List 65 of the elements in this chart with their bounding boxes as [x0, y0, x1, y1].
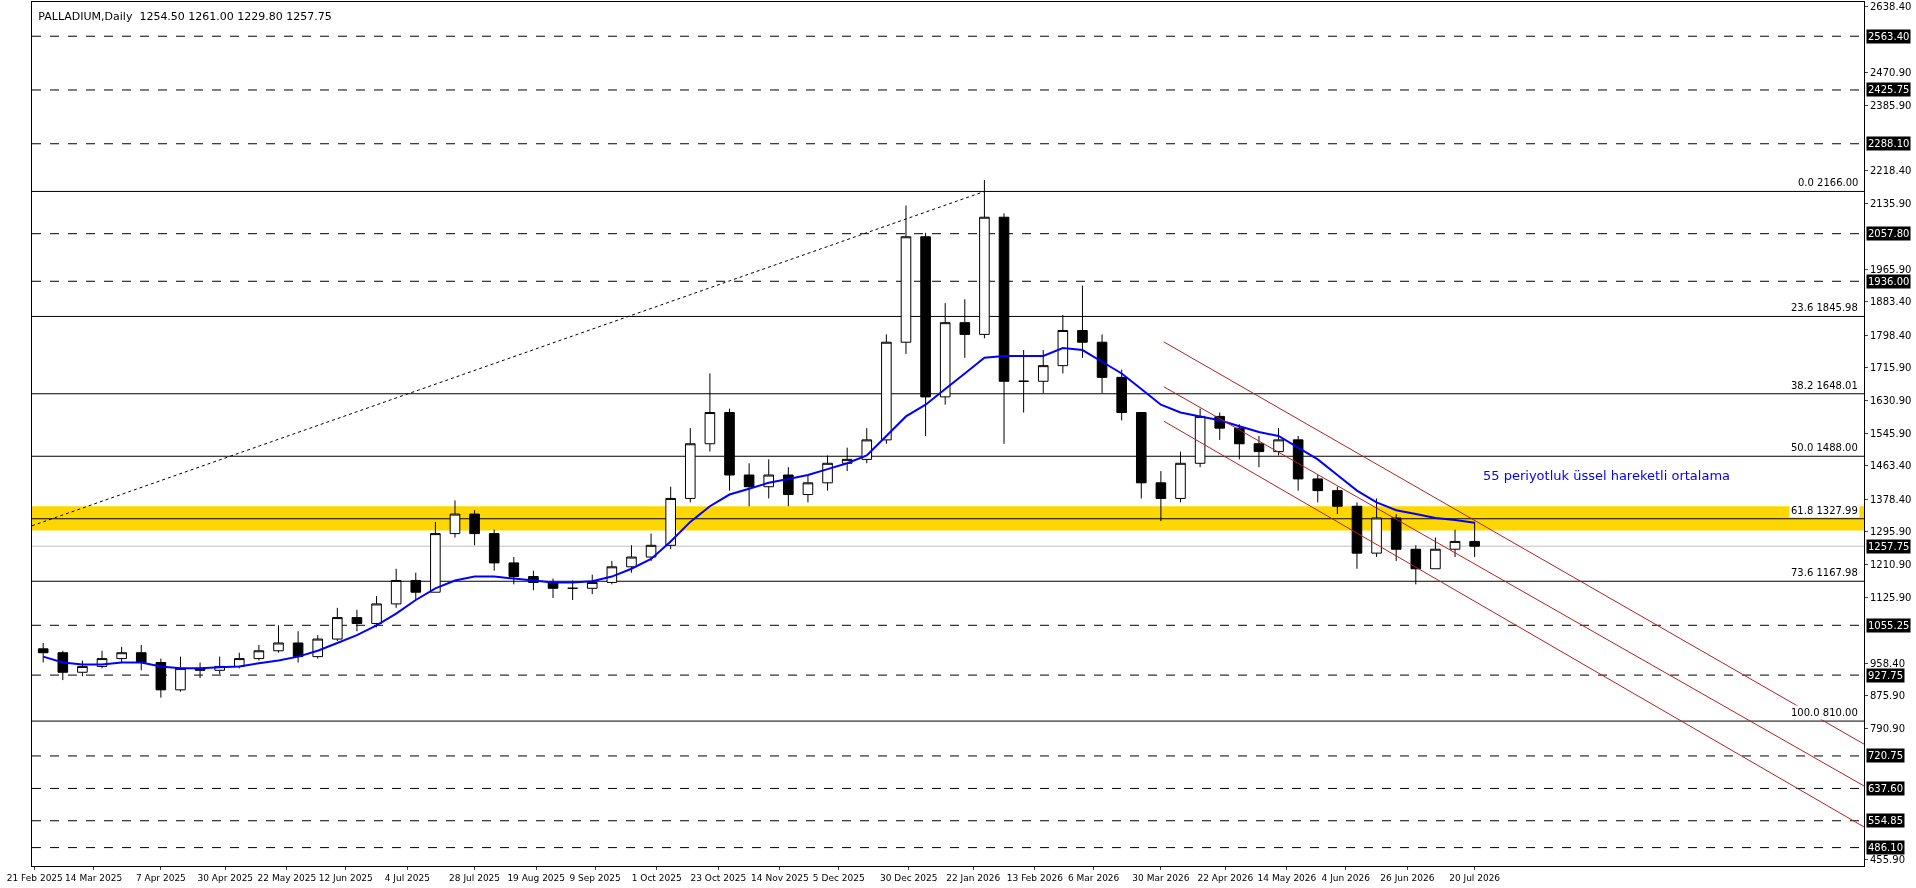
y-tick-label: 790.90 — [1870, 723, 1905, 735]
ref-line-label: 38.2 1648.01 — [1791, 380, 1858, 391]
x-tick-label: 4 Jul 2025 — [384, 872, 430, 883]
y-tick-label: 1378.40 — [1870, 493, 1912, 505]
x-tick-label: 5 Dec 2025 — [812, 872, 865, 883]
y-tick-label: 2385.90 — [1870, 100, 1912, 112]
y-tick-label: 455.90 — [1870, 853, 1905, 865]
y-tick-label: 1630.90 — [1870, 394, 1912, 406]
y-tick-label: 1715.90 — [1870, 361, 1912, 373]
y-tick-label: 2638.40 — [1870, 1, 1912, 13]
ref-line-label: 50.0 1488.00 — [1791, 442, 1858, 453]
ref-line-label: 486.10 — [1868, 842, 1903, 853]
ref-line-label: 23.6 1845.98 — [1791, 302, 1858, 313]
x-tick-label: 30 Dec 2025 — [880, 872, 938, 883]
ref-line-label: 927.75 — [1868, 670, 1903, 681]
x-tick-label: 20 Jul 2026 — [1449, 872, 1501, 883]
x-tick-label: 6 Mar 2026 — [1067, 872, 1120, 883]
y-tick-label: 1965.90 — [1870, 264, 1912, 276]
text: 55 periyotluk üssel hareketli ortalama — [1483, 468, 1731, 483]
y-tick-label: 2135.90 — [1870, 197, 1912, 209]
x-tick-label: 19 Aug 2025 — [507, 872, 566, 883]
x-tick-label: 30 Apr 2025 — [197, 872, 254, 883]
x-tick-label: 13 Feb 2026 — [1006, 872, 1064, 883]
y-tick-label: 1545.90 — [1870, 428, 1912, 440]
y-tick-label: 1883.40 — [1870, 296, 1912, 308]
x-tick-label: 22 May 2025 — [257, 872, 317, 883]
ref-line-label: 1055.25 — [1868, 620, 1910, 631]
ref-line-label: 2057.80 — [1868, 228, 1910, 239]
y-tick-label: 1798.40 — [1870, 329, 1912, 341]
ref-line-label: 1936.00 — [1868, 276, 1910, 287]
x-tick-label: 12 Jun 2025 — [318, 872, 373, 883]
x-tick-label: 1 Oct 2025 — [631, 872, 682, 883]
x-tick-label: 23 Oct 2025 — [690, 872, 747, 883]
text: PALLADIUM,Daily 1254.50 1261.00 1229.80 1257.75 — [38, 10, 332, 24]
x-tick-label: 14 Nov 2025 — [751, 872, 809, 883]
y-tick-label: 958.40 — [1870, 657, 1905, 669]
x-tick-label: 14 May 2026 — [1257, 872, 1317, 883]
ref-line-label: 2288.10 — [1868, 138, 1910, 149]
ref-line-label: 61.8 1327.99 — [1791, 505, 1858, 516]
x-tick-label: 14 Mar 2025 — [65, 872, 123, 883]
ref-line-label: 2563.40 — [1868, 31, 1910, 42]
x-tick-label: 26 Jun 2026 — [1380, 872, 1435, 883]
ref-line-label: 554.85 — [1868, 815, 1903, 826]
ref-line-label: 1257.75 — [1868, 541, 1910, 552]
y-tick-label: 2470.90 — [1870, 66, 1912, 78]
x-tick-label: 22 Apr 2026 — [1197, 872, 1254, 883]
ref-line-label: 2425.75 — [1868, 84, 1910, 95]
x-tick-label: 28 Jul 2025 — [449, 872, 501, 883]
ref-line-label: 100.0 810.00 — [1791, 707, 1858, 718]
y-tick-label: 1210.90 — [1870, 559, 1912, 570]
y-tick-label: 2218.40 — [1870, 165, 1912, 177]
y-tick-label: 875.90 — [1870, 689, 1905, 701]
y-tick-label: 1295.90 — [1870, 525, 1912, 537]
y-tick-label: 1463.40 — [1870, 460, 1912, 472]
x-tick-label: 30 Mar 2026 — [1132, 872, 1190, 883]
x-tick-label: 21 Feb 2025 — [6, 872, 63, 883]
y-tick-label: 1125.90 — [1870, 592, 1912, 604]
ref-line-label: 0.0 2166.00 — [1798, 177, 1859, 188]
x-tick-label: 9 Sep 2025 — [569, 872, 621, 883]
x-tick-label: 22 Jan 2026 — [946, 872, 1001, 883]
ref-line-label: 637.60 — [1868, 783, 1903, 794]
x-tick-label: 4 Jun 2026 — [1321, 872, 1371, 883]
x-tick-label: 7 Apr 2025 — [135, 872, 186, 883]
ref-line-label: 720.75 — [1868, 750, 1903, 761]
ref-line-label: 73.6 1167.98 — [1791, 567, 1858, 578]
